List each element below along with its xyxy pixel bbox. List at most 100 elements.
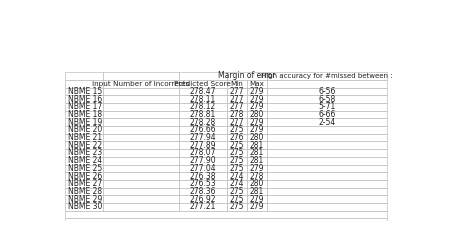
Text: Input Number of Incorrects: Input Number of Incorrects [92, 81, 190, 87]
Bar [65, 172, 103, 180]
Text: 278.12: 278.12 [190, 102, 216, 111]
Text: 279: 279 [250, 102, 264, 111]
Bar [227, 134, 247, 141]
Bar [65, 118, 103, 126]
Text: 278.28: 278.28 [190, 118, 216, 127]
Bar [247, 88, 267, 95]
Bar [247, 203, 267, 211]
Text: NBME 21: NBME 21 [68, 133, 102, 142]
Bar [179, 195, 227, 203]
Bar [179, 80, 227, 88]
Bar [179, 88, 227, 95]
Bar [103, 88, 179, 95]
Bar [267, 118, 387, 126]
Text: 281: 281 [250, 156, 264, 165]
Bar [65, 195, 103, 203]
Bar [103, 126, 179, 134]
Text: 275: 275 [229, 125, 244, 134]
Bar [267, 180, 387, 187]
Text: 279: 279 [250, 118, 264, 127]
Text: NBME 22: NBME 22 [68, 141, 102, 150]
Bar [103, 134, 179, 141]
Text: 276.66: 276.66 [189, 125, 216, 134]
Text: 276.92: 276.92 [190, 195, 216, 204]
Bar [267, 149, 387, 157]
Bar [179, 72, 227, 80]
Text: NBME 28: NBME 28 [68, 187, 102, 196]
Bar [267, 195, 387, 203]
Bar [103, 203, 179, 211]
Text: 277.04: 277.04 [189, 164, 216, 173]
Text: NBME 18: NBME 18 [68, 110, 102, 119]
Text: 277: 277 [229, 87, 244, 96]
Bar [267, 80, 387, 88]
Bar [65, 141, 103, 149]
Text: 5-71: 5-71 [319, 102, 336, 111]
Text: 276: 276 [229, 133, 244, 142]
Bar [65, 226, 103, 234]
Text: 278.36: 278.36 [190, 187, 216, 196]
Bar [247, 95, 267, 103]
Bar [103, 164, 179, 172]
Bar [267, 172, 387, 180]
Bar [103, 187, 179, 195]
Text: 280: 280 [250, 110, 264, 119]
Bar [247, 157, 267, 164]
Text: 274: 274 [229, 172, 244, 181]
Bar [103, 157, 179, 164]
Text: 280: 280 [250, 133, 264, 142]
Text: NBME 19: NBME 19 [68, 118, 102, 127]
Text: 277: 277 [229, 94, 244, 104]
Bar [179, 141, 227, 149]
Bar [65, 149, 103, 157]
Bar [179, 187, 227, 195]
Bar [179, 180, 227, 187]
Bar [179, 103, 227, 111]
Bar [103, 149, 179, 157]
Text: 278.81: 278.81 [190, 110, 216, 119]
Text: 278.07: 278.07 [190, 149, 216, 157]
Bar [65, 88, 103, 95]
Bar [227, 72, 267, 80]
Bar [227, 95, 247, 103]
Text: NBME 15: NBME 15 [68, 87, 102, 96]
Bar [267, 141, 387, 149]
Bar [247, 149, 267, 157]
Bar [65, 180, 103, 187]
Bar [65, 72, 103, 80]
Text: 278.47: 278.47 [190, 87, 216, 96]
Bar [179, 111, 227, 118]
Text: 281: 281 [250, 141, 264, 150]
Bar [103, 172, 179, 180]
Text: Margin of error: Margin of error [218, 71, 275, 80]
Text: NBME 17: NBME 17 [68, 102, 102, 111]
Bar [103, 226, 179, 234]
Bar [65, 126, 103, 134]
Bar [179, 118, 227, 126]
Bar [267, 103, 387, 111]
Bar [227, 149, 247, 157]
Text: 6-56: 6-56 [319, 87, 336, 96]
Bar [103, 111, 179, 118]
Text: 276.38: 276.38 [190, 172, 216, 181]
Text: 279: 279 [250, 125, 264, 134]
Bar [247, 118, 267, 126]
Bar [227, 118, 247, 126]
Bar [179, 134, 227, 141]
Text: 279: 279 [250, 87, 264, 96]
Bar [227, 187, 247, 195]
Text: NBME 29: NBME 29 [68, 195, 102, 204]
Bar [227, 164, 247, 172]
Bar [267, 157, 387, 164]
Bar [227, 180, 247, 187]
Bar [247, 195, 267, 203]
Text: 6-66: 6-66 [319, 110, 336, 119]
Bar [103, 72, 179, 80]
Bar [179, 164, 227, 172]
Bar [65, 95, 103, 103]
Text: Predicted Score: Predicted Score [174, 227, 231, 233]
Text: NBME 27: NBME 27 [68, 179, 102, 188]
Bar [267, 187, 387, 195]
Bar [65, 187, 103, 195]
Bar [103, 118, 179, 126]
